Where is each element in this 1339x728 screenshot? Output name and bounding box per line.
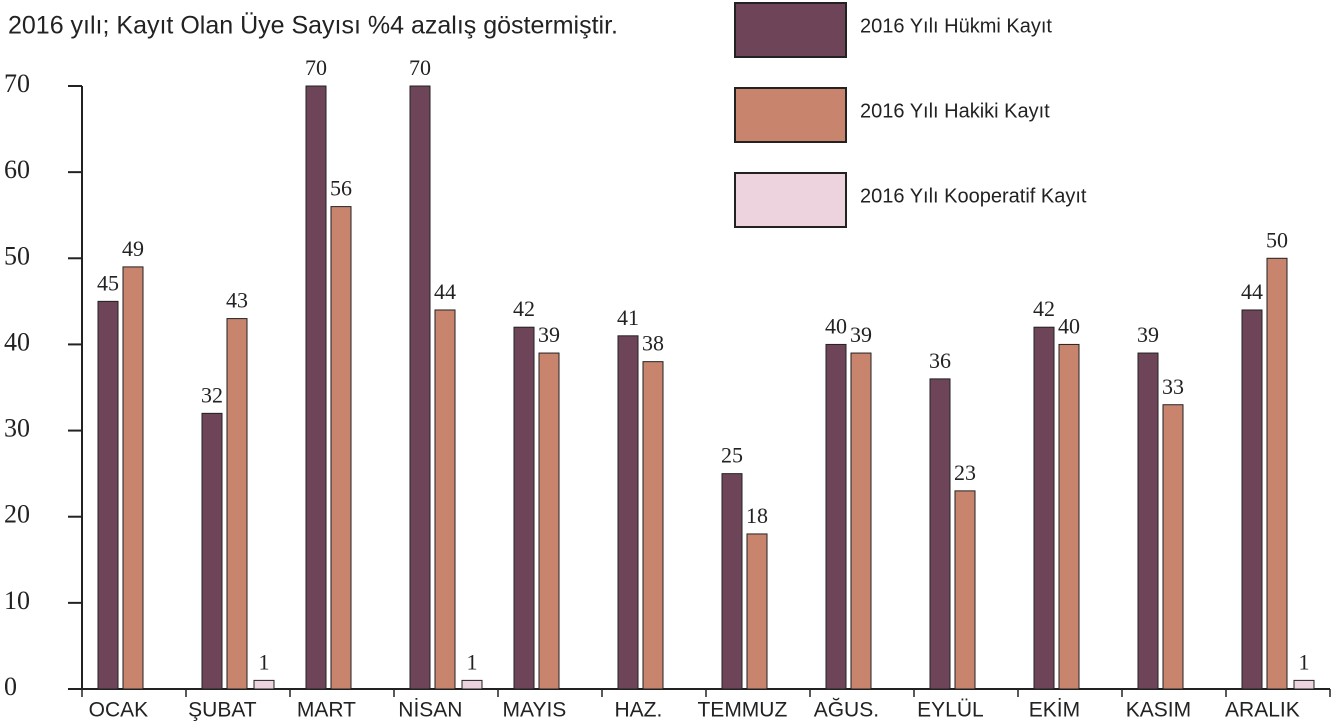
value-label: 25	[721, 443, 743, 468]
value-label: 70	[305, 55, 327, 80]
x-tick-label: KASIM	[1126, 699, 1191, 722]
y-tick-label: 0	[4, 672, 17, 701]
bar	[97, 300, 119, 690]
legend-label: 2016 Yılı Kooperatif Kayıt	[860, 185, 1087, 207]
x-tick-label: TEMMUZ	[697, 699, 787, 722]
value-label: 39	[538, 322, 560, 347]
value-label: 56	[330, 176, 352, 201]
bar	[850, 352, 872, 690]
bar	[617, 335, 639, 690]
chart-title: 2016 yılı; Kayıt Olan Üye Sayısı %4 azal…	[8, 12, 618, 40]
y-tick-label: 60	[4, 155, 30, 184]
value-label: 40	[825, 313, 847, 338]
value-label: 45	[97, 270, 119, 295]
bar	[1162, 404, 1184, 690]
value-label: 39	[850, 322, 872, 347]
y-tick-label: 40	[4, 327, 30, 356]
bar	[954, 490, 976, 690]
value-label: 42	[1033, 296, 1055, 321]
bar	[201, 412, 223, 690]
value-label: 49	[122, 236, 144, 261]
value-label: 40	[1058, 313, 1080, 338]
bar	[746, 533, 768, 690]
bar	[825, 343, 847, 690]
x-tick-label: EYLÜL	[917, 699, 984, 722]
bar	[305, 85, 327, 690]
value-label: 18	[746, 503, 768, 528]
value-label: 41	[617, 305, 639, 330]
value-label: 42	[513, 296, 535, 321]
bar	[1137, 352, 1159, 690]
bar	[929, 378, 951, 690]
legend-label: 2016 Yılı Hükmi Kayıt	[860, 15, 1052, 37]
x-tick-label: NİSAN	[398, 699, 462, 722]
bar	[461, 679, 483, 690]
y-tick-label: 20	[4, 500, 30, 529]
value-label: 70	[409, 55, 431, 80]
value-label: 44	[1241, 279, 1263, 304]
bar	[122, 266, 144, 690]
bar	[513, 326, 535, 690]
value-label: 50	[1266, 227, 1288, 252]
x-tick-label: AĞUS.	[814, 699, 879, 722]
bar	[226, 318, 248, 690]
y-tick-label: 50	[4, 241, 30, 270]
legend-label: 2016 Yılı Hakiki Kayıt	[860, 100, 1050, 122]
bar	[330, 206, 352, 690]
bar	[721, 473, 743, 690]
value-label: 1	[259, 649, 270, 674]
value-label: 39	[1137, 322, 1159, 347]
y-tick-label: 10	[4, 586, 30, 615]
value-label: 38	[642, 331, 664, 356]
x-tick-label: MAYIS	[503, 699, 567, 722]
bar	[1266, 257, 1288, 690]
value-label: 32	[201, 382, 223, 407]
x-tick-label: MART	[297, 699, 356, 722]
y-tick-label: 70	[4, 69, 30, 98]
value-label: 44	[434, 279, 456, 304]
value-label: 1	[1299, 649, 1310, 674]
value-label: 1	[467, 649, 478, 674]
bar	[434, 309, 456, 690]
value-label: 43	[226, 288, 248, 313]
value-label: 23	[954, 460, 976, 485]
bar	[642, 361, 664, 690]
x-tick-label: HAZ.	[614, 699, 662, 722]
y-tick-label: 30	[4, 414, 30, 443]
bar	[1058, 343, 1080, 690]
bar	[409, 85, 431, 690]
legend-swatch	[734, 172, 847, 228]
bar	[1033, 326, 1055, 690]
x-tick-label: ARALIK	[1225, 699, 1300, 722]
legend-swatch	[734, 87, 847, 143]
bar	[1241, 309, 1263, 690]
legend-swatch	[734, 2, 847, 58]
bar	[538, 352, 560, 690]
x-tick-label: EKİM	[1029, 699, 1080, 722]
bar	[1293, 679, 1315, 690]
value-label: 33	[1162, 374, 1184, 399]
value-label: 36	[929, 348, 951, 373]
bar	[253, 679, 275, 690]
x-tick-label: OCAK	[89, 699, 149, 722]
x-tick-label: ŞUBAT	[188, 699, 257, 722]
